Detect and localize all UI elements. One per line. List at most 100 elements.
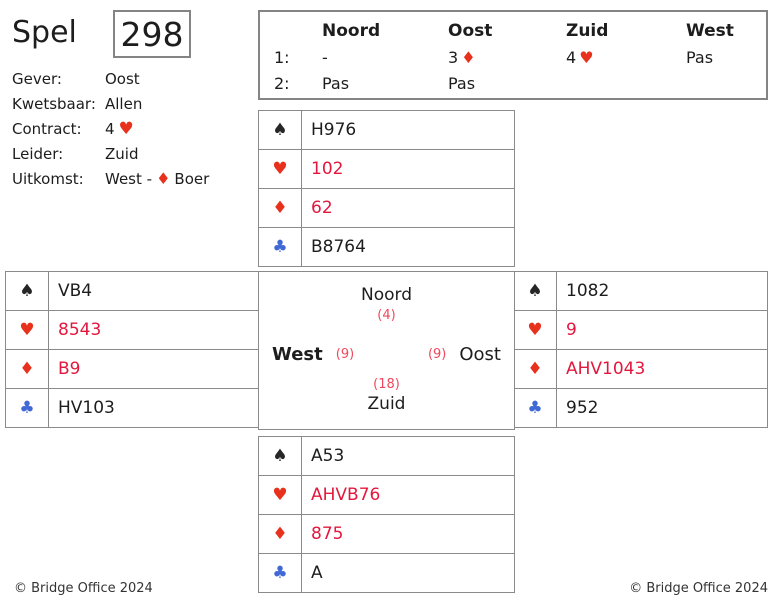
- suit-cell: ♠: [514, 272, 557, 310]
- contract-label: Contract:: [12, 119, 82, 138]
- leider-label: Leider:: [12, 144, 64, 163]
- copyright-left: © Bridge Office 2024: [14, 581, 153, 596]
- west-diamonds-row: ♦ B9: [5, 349, 259, 389]
- suit-cell: ♥: [514, 311, 557, 349]
- south-diamonds-row: ♦ 875: [258, 514, 515, 554]
- heart-icon: ♥: [118, 118, 134, 139]
- info-row-contract: Contract: 4 ♥: [12, 116, 252, 141]
- west-hearts-cards: 8543: [58, 320, 102, 340]
- bidding-header-noord: Noord: [322, 21, 381, 41]
- east-hearts-cards: 9: [566, 320, 577, 340]
- compass-west-label: West: [272, 344, 323, 365]
- heart-icon: ♥: [527, 320, 543, 340]
- suit-cell: ♠: [6, 272, 49, 310]
- east-hearts-row: ♥ 9: [513, 310, 768, 350]
- board-title: Spel: [12, 15, 77, 50]
- diamond-icon: ♦: [272, 198, 288, 218]
- bid-text: -: [322, 47, 328, 67]
- east-spades-cards: 1082: [566, 281, 610, 301]
- gever-value: Oost: [105, 69, 140, 88]
- uitkomst-card: Boer: [174, 169, 210, 188]
- bidding-row2-number: 2:: [274, 73, 290, 93]
- south-hearts-row: ♥ AHVB76: [258, 475, 515, 515]
- contract-value: 4 ♥: [105, 119, 134, 139]
- south-spades-cards: A53: [311, 446, 345, 466]
- north-clubs-cards: B8764: [311, 237, 366, 257]
- leider-value: Zuid: [105, 144, 139, 163]
- compass-west-group: West (9): [272, 344, 354, 365]
- heart-icon: ♥: [272, 159, 288, 179]
- suit-cell: ♦: [259, 189, 302, 227]
- east-clubs-cards: 952: [566, 398, 599, 418]
- compass-east-group: (9) Oost: [428, 344, 501, 365]
- compass-south-label: Zuid: [367, 394, 406, 414]
- bid-round2-oost: Pas: [448, 74, 566, 93]
- compass-east-label: Oost: [459, 344, 501, 365]
- club-icon: ♣: [527, 398, 543, 418]
- north-spades-row: ♠ H976: [258, 110, 515, 150]
- diamond-icon: ♦: [19, 359, 35, 379]
- compass-east-points: (9): [427, 347, 447, 362]
- bid-round1-zuid: 4 ♥: [566, 48, 686, 67]
- bid-text: 3: [448, 47, 459, 67]
- bidding-table: Noord Oost Zuid West 1: - 3 ♦ 4 ♥ Pas 2: P…: [258, 10, 768, 100]
- west-diamonds-cards: B9: [58, 359, 81, 379]
- hand-west: ♠ VB4 ♥ 8543 ♦ B9 ♣ HV103: [5, 271, 259, 428]
- west-spades-row: ♠ VB4: [5, 271, 259, 311]
- board-info-panel: Spel 298 Gever: Oost Kwetsbaar: Allen Co…: [12, 10, 252, 191]
- spade-icon: ♠: [272, 120, 288, 140]
- bid-round2-noord: Pas: [322, 74, 448, 93]
- info-row-gever: Gever: Oost: [12, 66, 252, 91]
- compass-west-points: (9): [335, 347, 355, 362]
- north-diamonds-cards: 62: [311, 198, 333, 218]
- suit-cell: ♣: [514, 389, 557, 427]
- kwetsbaar-value: Allen: [105, 94, 143, 113]
- heart-icon: ♥: [579, 47, 594, 67]
- diamond-icon: ♦: [156, 169, 171, 188]
- hand-south: ♠ A53 ♥ AHVB76 ♦ 875 ♣ A: [258, 436, 515, 593]
- diamond-icon: ♦: [527, 359, 543, 379]
- bid-round1-noord: -: [322, 48, 448, 67]
- hand-north: ♠ H976 ♥ 102 ♦ 62 ♣ B8764: [258, 110, 515, 267]
- suit-cell: ♥: [259, 476, 302, 514]
- north-hearts-row: ♥ 102: [258, 149, 515, 189]
- board-info-list: Gever: Oost Kwetsbaar: Allen Contract: 4…: [12, 66, 252, 191]
- spade-icon: ♠: [527, 281, 543, 301]
- heart-icon: ♥: [272, 485, 288, 505]
- north-spades-cards: H976: [311, 120, 357, 140]
- suit-cell: ♣: [259, 554, 302, 592]
- north-hearts-cards: 102: [311, 159, 344, 179]
- info-row-uitkomst: Uitkomst: West - ♦ Boer: [12, 166, 252, 191]
- board-number-input[interactable]: 298: [113, 10, 191, 58]
- bidding-header-zuid: Zuid: [566, 21, 609, 41]
- compass-south-points: (18): [373, 377, 400, 392]
- south-clubs-cards: A: [311, 563, 323, 583]
- north-diamonds-row: ♦ 62: [258, 188, 515, 228]
- south-clubs-row: ♣ A: [258, 553, 515, 593]
- west-clubs-row: ♣ HV103: [5, 388, 259, 428]
- bidding-row1-number: 1:: [274, 47, 290, 67]
- bidding-header-oost: Oost: [448, 21, 493, 41]
- bid-text: Pas: [322, 73, 350, 93]
- kwetsbaar-label: Kwetsbaar:: [12, 94, 96, 113]
- diamond-icon: ♦: [272, 524, 288, 544]
- compass-middle-row: West (9) (9) Oost: [259, 344, 514, 365]
- club-icon: ♣: [272, 563, 288, 583]
- suit-cell: ♠: [259, 111, 302, 149]
- heart-icon: ♥: [19, 320, 35, 340]
- suit-cell: ♦: [6, 350, 49, 388]
- suit-cell: ♥: [259, 150, 302, 188]
- suit-cell: ♦: [514, 350, 557, 388]
- west-hearts-row: ♥ 8543: [5, 310, 259, 350]
- suit-cell: ♣: [259, 228, 302, 266]
- east-diamonds-row: ♦ AHV1043: [513, 349, 768, 389]
- east-diamonds-cards: AHV1043: [566, 359, 646, 379]
- diamond-icon: ♦: [461, 47, 476, 67]
- board-number: 298: [120, 14, 184, 54]
- spade-icon: ♠: [19, 281, 35, 301]
- suit-cell: ♣: [6, 389, 49, 427]
- bid-text: Pas: [686, 47, 714, 67]
- bid-text: 4: [566, 47, 577, 67]
- bid-text: Pas: [448, 73, 476, 93]
- compass-north-points: (4): [377, 308, 396, 323]
